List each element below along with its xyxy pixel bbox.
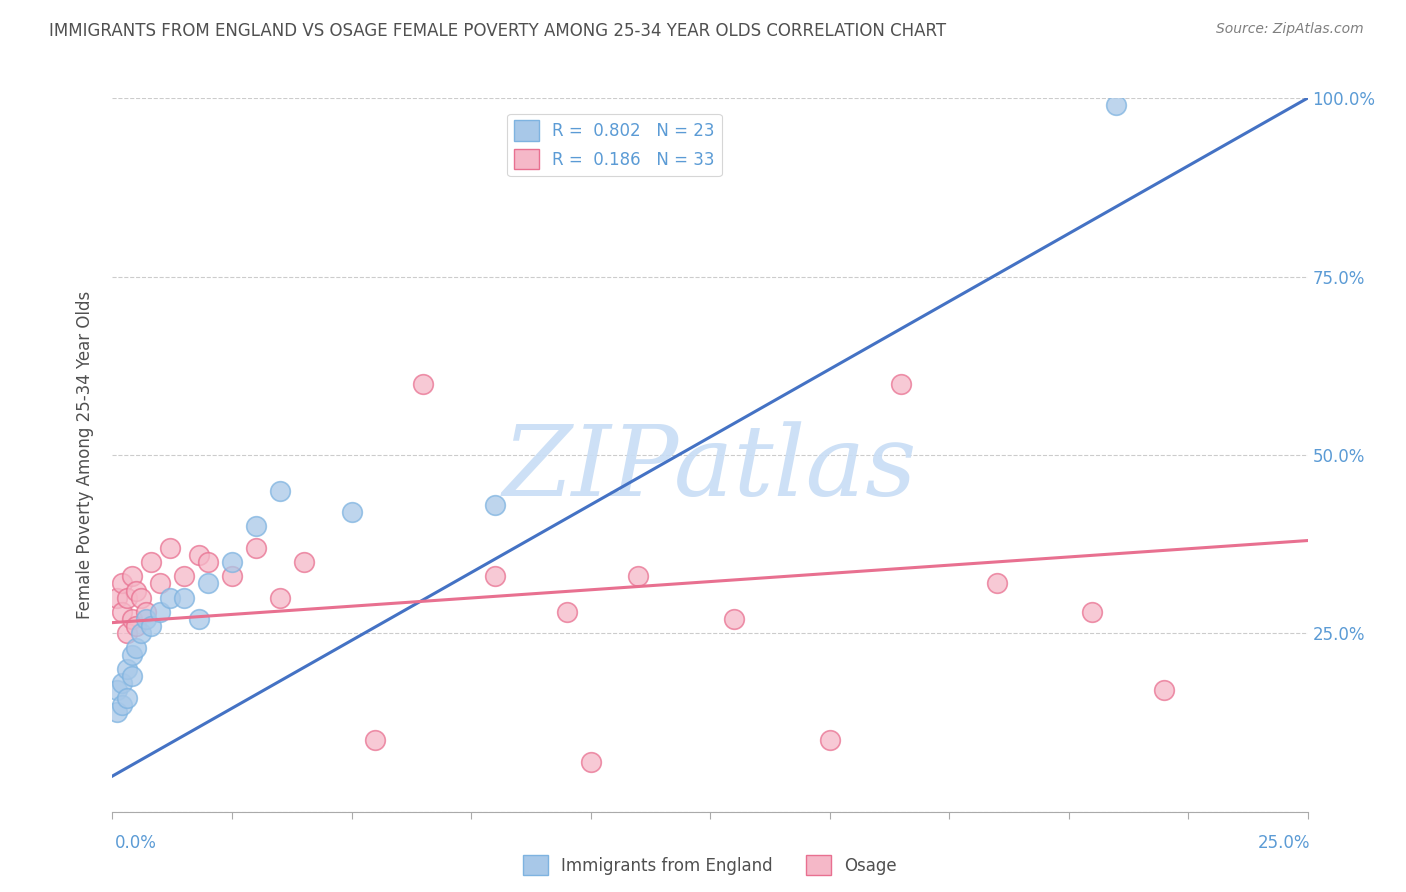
Point — [121, 569, 143, 583]
Point — [121, 612, 143, 626]
Point — [121, 669, 143, 683]
Point — [1081, 605, 1104, 619]
Text: ZIPatlas: ZIPatlas — [503, 422, 917, 516]
Point — [125, 583, 148, 598]
Point — [159, 541, 181, 555]
Point — [197, 576, 219, 591]
Legend: Immigrants from England, Osage: Immigrants from England, Osage — [516, 848, 904, 882]
Point — [135, 612, 157, 626]
Point — [159, 591, 181, 605]
Point — [129, 591, 152, 605]
Point — [173, 591, 195, 605]
Point — [111, 676, 134, 690]
Point — [105, 705, 128, 719]
Point — [105, 591, 128, 605]
Y-axis label: Female Poverty Among 25-34 Year Olds: Female Poverty Among 25-34 Year Olds — [76, 291, 94, 619]
Point — [340, 505, 363, 519]
Point — [1153, 683, 1175, 698]
Point — [115, 626, 138, 640]
Point — [723, 612, 745, 626]
Point — [115, 662, 138, 676]
Point — [187, 548, 209, 562]
Point — [627, 569, 650, 583]
Point — [115, 591, 138, 605]
Point — [125, 619, 148, 633]
Point — [111, 576, 134, 591]
Point — [986, 576, 1008, 591]
Point — [221, 569, 243, 583]
Point — [890, 376, 912, 391]
Point — [135, 605, 157, 619]
Point — [1105, 98, 1128, 112]
Point — [149, 576, 172, 591]
Point — [139, 555, 162, 569]
Point — [187, 612, 209, 626]
Point — [555, 605, 578, 619]
Point — [579, 755, 602, 769]
Point — [115, 690, 138, 705]
Point — [245, 519, 267, 533]
Point — [139, 619, 162, 633]
Point — [129, 626, 152, 640]
Point — [121, 648, 143, 662]
Point — [412, 376, 434, 391]
Point — [269, 591, 291, 605]
Point — [111, 605, 134, 619]
Point — [221, 555, 243, 569]
Point — [292, 555, 315, 569]
Text: 0.0%: 0.0% — [115, 834, 157, 852]
Text: Source: ZipAtlas.com: Source: ZipAtlas.com — [1216, 22, 1364, 37]
Point — [245, 541, 267, 555]
Point — [149, 605, 172, 619]
Text: IMMIGRANTS FROM ENGLAND VS OSAGE FEMALE POVERTY AMONG 25-34 YEAR OLDS CORRELATIO: IMMIGRANTS FROM ENGLAND VS OSAGE FEMALE … — [49, 22, 946, 40]
Point — [484, 569, 506, 583]
Point — [105, 683, 128, 698]
Point — [484, 498, 506, 512]
Point — [818, 733, 841, 747]
Point — [197, 555, 219, 569]
Point — [364, 733, 387, 747]
Point — [173, 569, 195, 583]
Point — [125, 640, 148, 655]
Text: 25.0%: 25.0% — [1258, 834, 1310, 852]
Point — [111, 698, 134, 712]
Point — [269, 483, 291, 498]
